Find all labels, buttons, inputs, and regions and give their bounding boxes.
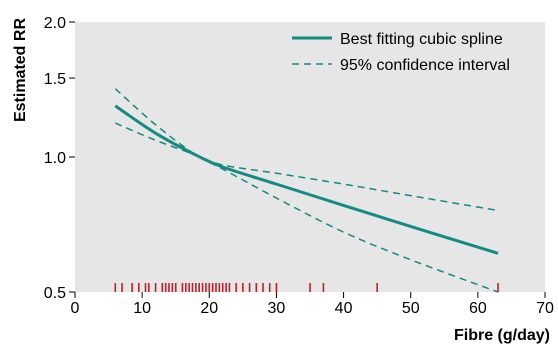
spline-line <box>114 104 499 255</box>
x-tick-label: 40 <box>335 300 353 317</box>
x-tick-label: 10 <box>133 300 151 317</box>
ci-lower-line <box>114 122 499 212</box>
x-tick-label: 30 <box>268 300 286 317</box>
y-tick-label: 0.5 <box>44 285 66 302</box>
series-layer <box>114 88 499 293</box>
rug-layer <box>114 283 499 292</box>
y-axis-label: Estimated RR <box>12 18 29 122</box>
ci-upper-line <box>114 88 499 293</box>
legend-label-ci: 95% confidence interval <box>340 57 510 74</box>
y-axis-ticks: 0.5 1.0 1.5 2.0 <box>44 15 75 302</box>
x-tick-label: 70 <box>536 300 554 317</box>
y-tick-label: 1.5 <box>44 71 66 88</box>
x-tick-label: 20 <box>200 300 218 317</box>
x-axis-label: Fibre (g/day) <box>454 327 550 344</box>
legend-label-spline: Best fitting cubic spline <box>340 31 503 48</box>
x-tick-label: 60 <box>469 300 487 317</box>
x-axis-ticks: 0 10 20 30 40 50 60 70 <box>71 292 554 317</box>
x-tick-label: 0 <box>71 300 80 317</box>
legend: Best fitting cubic spline 95% confidence… <box>292 31 510 74</box>
plot-background <box>75 22 545 292</box>
x-tick-label: 50 <box>402 300 420 317</box>
y-tick-label: 2.0 <box>44 15 66 32</box>
y-tick-label: 1.0 <box>44 150 66 167</box>
